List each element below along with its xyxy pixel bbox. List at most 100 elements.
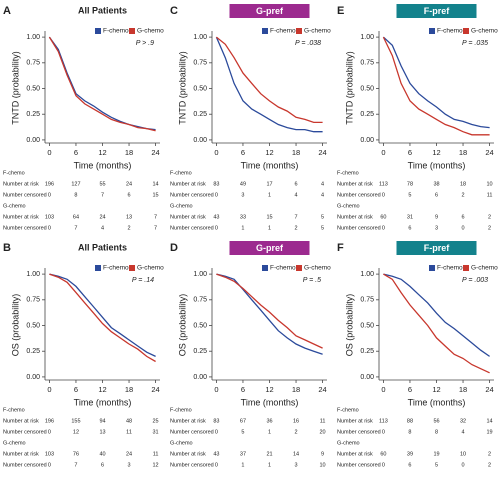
y-axis-label: TNTD (probability) [10, 51, 20, 125]
risk-value: 17 [266, 181, 272, 187]
risk-value: 127 [71, 181, 80, 187]
risk-value: 20 [320, 429, 326, 435]
risk-value: 56 [433, 418, 439, 424]
risk-value: 1 [268, 225, 271, 231]
risk-value: 0 [48, 462, 51, 468]
panel-letter: C [170, 5, 178, 17]
risk-row-label: Number at risk [170, 418, 206, 424]
y-tick-label: 0.50 [26, 85, 40, 92]
panel-letter: D [170, 242, 178, 254]
title-box [396, 241, 477, 255]
y-tick-label: 0.75 [193, 60, 207, 67]
risk-value: 13 [99, 429, 105, 435]
risk-value: 5 [321, 225, 324, 231]
legend-swatch [429, 265, 435, 271]
risk-value: 21 [266, 451, 272, 457]
x-tick-label: 24 [151, 385, 159, 394]
legend-swatch [429, 28, 435, 34]
survival-curve [383, 273, 490, 357]
p-value: P = .003 [462, 277, 488, 284]
x-axis-label: Time (months) [408, 397, 466, 407]
risk-value: 49 [240, 181, 246, 187]
risk-value: 6 [462, 214, 465, 220]
risk-value: 11 [126, 429, 132, 435]
survival-curve [48, 36, 156, 132]
risk-value: 4 [101, 225, 104, 231]
risk-value: 14 [293, 451, 299, 457]
risk-value: 6 [435, 192, 438, 198]
risk-value: 88 [407, 418, 413, 424]
legend-swatch [296, 28, 302, 34]
y-tick-label: 0.00 [193, 137, 207, 144]
y-tick-label: 0.75 [26, 297, 40, 304]
x-tick-label: 24 [318, 148, 326, 157]
x-axis-label: Time (months) [241, 160, 299, 170]
risk-row-label: Number censored [170, 429, 214, 435]
panel-letter: B [3, 242, 11, 254]
risk-group: G-chemo [337, 203, 360, 209]
risk-value: 94 [99, 418, 105, 424]
risk-value: 39 [407, 451, 413, 457]
legend-swatch [262, 265, 268, 271]
y-tick-label: 0.00 [26, 374, 40, 381]
risk-row-label: Number at risk [337, 214, 373, 220]
legend-label: F-chemo [437, 28, 463, 35]
risk-value: 11 [320, 418, 326, 424]
y-tick-label: 1.00 [360, 34, 374, 41]
risk-value: 76 [73, 451, 79, 457]
risk-value: 11 [487, 192, 493, 198]
risk-value: 1 [268, 192, 271, 198]
panel-letter: A [3, 5, 11, 17]
risk-value: 83 [213, 181, 219, 187]
risk-value: 0 [382, 225, 385, 231]
p-value: P = .035 [462, 40, 488, 47]
risk-row-label: Number censored [170, 225, 214, 231]
risk-value: 4 [462, 429, 465, 435]
risk-value: 19 [433, 451, 439, 457]
risk-value: 19 [487, 429, 493, 435]
risk-value: 8 [408, 429, 411, 435]
legend-swatch [129, 28, 135, 34]
risk-value: 6 [101, 462, 104, 468]
risk-value: 0 [48, 225, 51, 231]
risk-group: G-chemo [170, 203, 193, 209]
y-tick-label: 1.00 [360, 271, 374, 278]
risk-value: 15 [266, 214, 272, 220]
risk-value: 5 [408, 192, 411, 198]
risk-row-label: Number at risk [170, 451, 206, 457]
legend-label: F-chemo [437, 265, 463, 272]
y-axis-label: OS (probability) [344, 294, 354, 357]
y-tick-label: 0.50 [193, 85, 207, 92]
risk-value: 1 [241, 462, 244, 468]
y-tick-label: 1.00 [193, 271, 207, 278]
survival-curve [216, 273, 323, 355]
risk-group: F-chemo [3, 407, 25, 413]
risk-row-label: Number censored [337, 429, 381, 435]
x-tick-label: 12 [98, 148, 106, 157]
risk-value: 43 [213, 451, 219, 457]
risk-row-label: Number at risk [3, 214, 39, 220]
y-tick-label: 0.25 [360, 348, 374, 355]
survival-curve [382, 36, 490, 136]
risk-row-label: Number censored [170, 462, 214, 468]
y-axis-label: OS (probability) [10, 294, 20, 357]
risk-value: 48 [126, 418, 132, 424]
risk-value: 12 [153, 462, 159, 468]
title-box [229, 4, 310, 18]
x-tick-label: 0 [214, 385, 218, 394]
panel-title: All Patients [78, 5, 127, 15]
legend-swatch [296, 265, 302, 271]
risk-value: 3 [295, 462, 298, 468]
x-tick-label: 24 [485, 385, 493, 394]
panel-title: All Patients [78, 242, 127, 252]
risk-value: 8 [74, 192, 77, 198]
survival-curve [382, 36, 490, 129]
risk-value: 7 [154, 214, 157, 220]
y-tick-label: 0.25 [360, 111, 374, 118]
risk-value: 36 [266, 418, 272, 424]
legend-swatch [463, 28, 469, 34]
risk-value: 43 [213, 214, 219, 220]
x-tick-label: 6 [408, 385, 412, 394]
y-tick-label: 0.75 [360, 60, 374, 67]
